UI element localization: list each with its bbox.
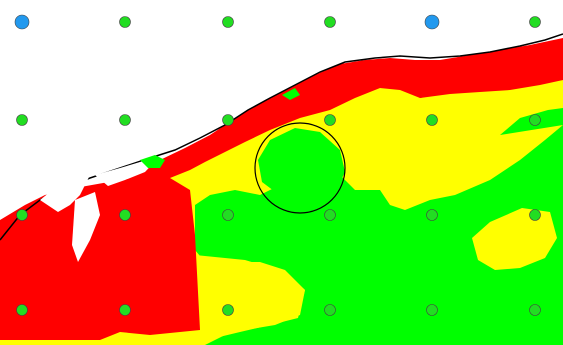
grid-point xyxy=(119,209,131,221)
grid-points xyxy=(14,14,541,316)
grid-point xyxy=(119,304,131,316)
grid-point xyxy=(529,16,541,28)
low-zone-circle-patch xyxy=(258,128,345,200)
grid-point xyxy=(426,304,438,316)
grid-point xyxy=(222,16,234,28)
grid-point xyxy=(16,209,28,221)
grid-point xyxy=(324,114,336,126)
high-zone-block xyxy=(0,175,200,340)
grid-point xyxy=(119,16,131,28)
grid-point xyxy=(222,304,234,316)
coastal-inlet-3 xyxy=(72,192,100,262)
coastal-low-zone-bit-1 xyxy=(140,155,165,168)
grid-point xyxy=(222,209,234,221)
high-zone-patch-upper-right xyxy=(410,38,563,98)
grid-point-highlighted xyxy=(424,14,440,30)
circle-outline xyxy=(254,122,346,214)
mid-zone-patch-lower xyxy=(195,255,305,340)
grid-point xyxy=(529,304,541,316)
mid-zone-patch-right xyxy=(472,208,557,270)
grid-point xyxy=(529,209,541,221)
coastal-low-zone-bit-2 xyxy=(282,88,300,100)
grid-point xyxy=(426,209,438,221)
grid-point xyxy=(222,114,234,126)
grid-point xyxy=(529,114,541,126)
grid-point xyxy=(16,304,28,316)
grid-point xyxy=(119,114,131,126)
coastal-inlet-1 xyxy=(40,175,90,212)
grid-point xyxy=(324,304,336,316)
grid-point xyxy=(16,114,28,126)
grid-point xyxy=(324,16,336,28)
grid-point-highlighted xyxy=(14,14,30,30)
grid-point xyxy=(426,114,438,126)
grid-point xyxy=(324,209,336,221)
